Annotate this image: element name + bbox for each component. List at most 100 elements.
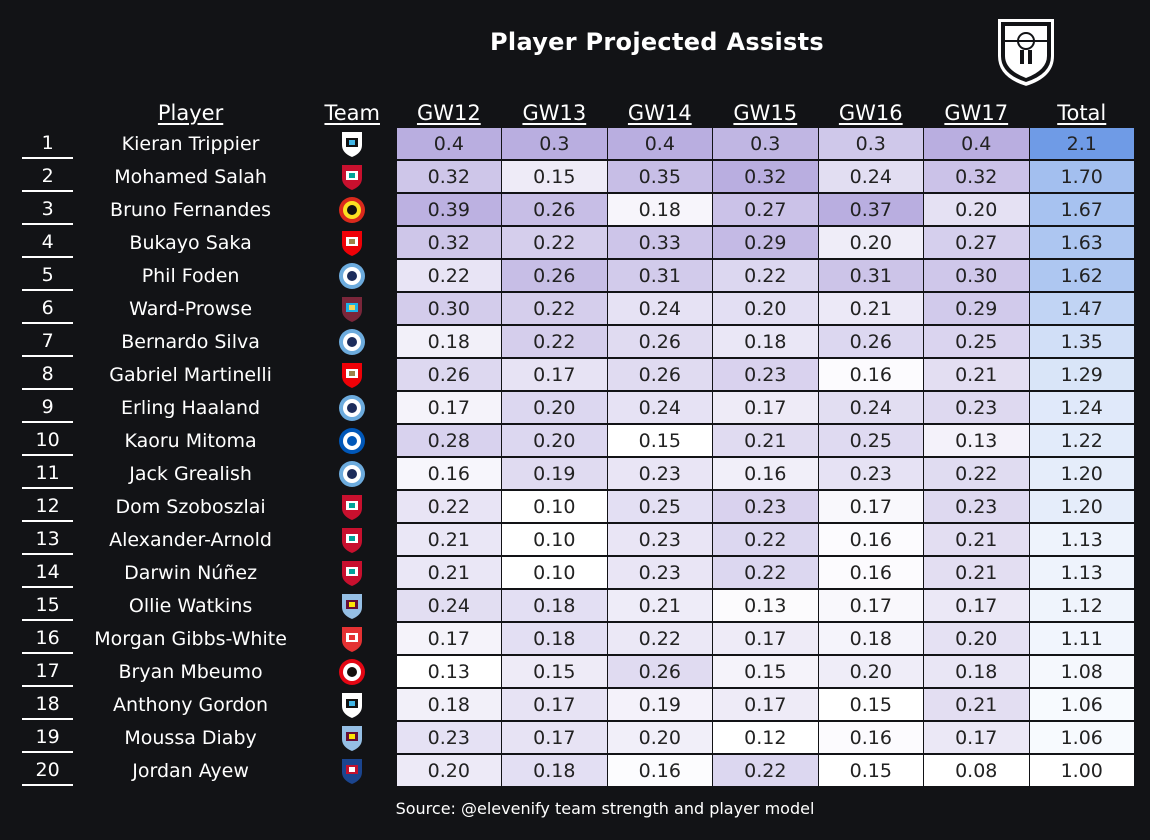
gw-value-cell: 0.15 <box>502 161 607 192</box>
header-player: Player <box>157 100 224 125</box>
total-value-cell: 1.67 <box>1029 194 1134 225</box>
table-row: 5 Phil Foden 0.22 0.26 0.31 0.22 0.31 0.30 1.62 <box>22 260 1134 291</box>
header-gw12: GW12 <box>416 100 481 125</box>
team-cell <box>308 227 397 258</box>
gw-value-cell: 0.21 <box>924 689 1029 720</box>
gw-value-cell: 0.15 <box>818 755 924 786</box>
gw-value-cell: 0.22 <box>502 227 607 258</box>
gw-value-cell: 0.23 <box>924 491 1029 522</box>
table-row: 13 Alexander-Arnold 0.21 0.10 0.23 0.22 0.16 0.… <box>22 524 1134 555</box>
gw-value-cell: 0.13 <box>396 656 502 687</box>
brentford-crest-icon <box>339 658 366 685</box>
gw-value-cell: 0.24 <box>818 392 924 423</box>
rank-cell: 12 <box>22 491 74 522</box>
gw-value-cell: 0.20 <box>607 722 713 753</box>
team-cell <box>308 590 397 621</box>
gw-value-cell: 0.10 <box>502 524 607 555</box>
gw-value-cell: 0.22 <box>396 491 502 522</box>
gw-value-cell: 0.25 <box>818 425 924 456</box>
gw-value-cell: 0.16 <box>713 458 818 489</box>
gw-value-cell: 0.23 <box>607 524 713 555</box>
gw-value-cell: 0.35 <box>607 161 713 192</box>
table-row: 16 Morgan Gibbs-White 0.17 0.18 0.22 0.17 0.18… <box>22 623 1134 654</box>
gw-value-cell: 0.20 <box>924 623 1029 654</box>
table-row: 18 Anthony Gordon 0.18 0.17 0.19 0.17 0.15 0.21… <box>22 689 1134 720</box>
gw-value-cell: 0.16 <box>818 557 924 588</box>
gw-value-cell: 0.22 <box>396 260 502 291</box>
team-cell <box>308 656 397 687</box>
gw-value-cell: 0.26 <box>396 359 502 390</box>
gw-value-cell: 0.21 <box>713 425 818 456</box>
table-row: 17 Bryan Mbeumo 0.13 0.15 0.26 0.15 0.20 0.18 1.… <box>22 656 1134 687</box>
total-value-cell: 1.00 <box>1029 755 1134 786</box>
total-value-cell: 1.47 <box>1029 293 1134 324</box>
table-row: 8 Gabriel Martinelli 0.26 0.17 0.26 0.23 0.16 0… <box>22 359 1134 390</box>
gw-value-cell: 0.25 <box>607 491 713 522</box>
rank-cell: 19 <box>22 722 74 753</box>
gw-value-cell: 0.25 <box>924 326 1029 357</box>
rank-cell: 20 <box>22 755 74 786</box>
total-value-cell: 2.1 <box>1029 128 1134 159</box>
gw-value-cell: 0.15 <box>818 689 924 720</box>
gw-value-cell: 0.22 <box>607 623 713 654</box>
player-name-cell: Mohamed Salah <box>114 165 267 188</box>
total-value-cell: 1.11 <box>1029 623 1134 654</box>
gw-value-cell: 0.17 <box>924 722 1029 753</box>
player-name-cell: Kieran Trippier <box>121 132 260 155</box>
table-row: 1 Kieran Trippier 0.4 0.3 0.4 0.3 0.3 0.4 2.1 <box>22 128 1134 159</box>
total-value-cell: 1.22 <box>1029 425 1134 456</box>
player-name-cell: Anthony Gordon <box>113 693 269 716</box>
header-gw15: GW15 <box>733 100 798 125</box>
gw-value-cell: 0.10 <box>502 557 607 588</box>
gw-value-cell: 0.24 <box>396 590 502 621</box>
gw-value-cell: 0.23 <box>818 458 924 489</box>
gw-value-cell: 0.20 <box>924 194 1029 225</box>
gw-value-cell: 0.10 <box>502 491 607 522</box>
player-name-cell: Erling Haaland <box>121 396 261 419</box>
gw-value-cell: 0.13 <box>924 425 1029 456</box>
team-cell <box>308 722 397 753</box>
gw-value-cell: 0.17 <box>502 359 607 390</box>
gw-value-cell: 0.08 <box>924 755 1029 786</box>
aston-villa-crest-icon <box>342 725 363 751</box>
total-value-cell: 1.13 <box>1029 524 1134 555</box>
gw-value-cell: 0.20 <box>818 656 924 687</box>
team-cell <box>308 623 397 654</box>
gw-value-cell: 0.20 <box>713 293 818 324</box>
gw-value-cell: 0.18 <box>502 755 607 786</box>
newcastle-crest-icon <box>342 692 363 718</box>
gw-value-cell: 0.20 <box>502 392 607 423</box>
gw-value-cell: 0.4 <box>396 128 502 159</box>
team-cell <box>308 557 397 588</box>
gw-value-cell: 0.4 <box>607 128 713 159</box>
rank-cell: 4 <box>22 227 74 258</box>
table-row: 15 Ollie Watkins 0.24 0.18 0.21 0.13 0.17 0.17 1… <box>22 590 1134 621</box>
player-name-cell: Jack Grealish <box>129 462 252 485</box>
gw-value-cell: 0.20 <box>502 425 607 456</box>
source-note: Source: @elevenify team strength and pla… <box>395 799 815 818</box>
gw-value-cell: 0.22 <box>502 293 607 324</box>
gw-value-cell: 0.21 <box>607 590 713 621</box>
rank-cell: 8 <box>22 359 74 390</box>
gw-value-cell: 0.21 <box>924 524 1029 555</box>
gw-value-cell: 0.17 <box>502 722 607 753</box>
rank-cell: 10 <box>22 425 74 456</box>
gw-value-cell: 0.26 <box>818 326 924 357</box>
total-value-cell: 1.08 <box>1029 656 1134 687</box>
gw-value-cell: 0.37 <box>818 194 924 225</box>
header-gw14: GW14 <box>627 100 692 125</box>
rank-cell: 16 <box>22 623 74 654</box>
total-value-cell: 1.06 <box>1029 722 1134 753</box>
player-name-cell: Kaoru Mitoma <box>124 429 257 452</box>
table-header-row: Player Team GW12 GW13 GW14 GW15 GW16 GW1… <box>22 97 1134 128</box>
header-rank <box>22 97 73 128</box>
liverpool-crest-icon <box>342 560 363 586</box>
assists-table: Player Team GW12 GW13 GW14 GW15 GW16 GW1… <box>22 97 1134 788</box>
liverpool-crest-icon <box>342 527 363 553</box>
gw-value-cell: 0.21 <box>924 557 1029 588</box>
gw-value-cell: 0.23 <box>713 359 818 390</box>
brighton-crest-icon <box>339 427 366 454</box>
gw-value-cell: 0.23 <box>396 722 502 753</box>
gw-value-cell: 0.26 <box>607 656 713 687</box>
gw-value-cell: 0.27 <box>713 194 818 225</box>
